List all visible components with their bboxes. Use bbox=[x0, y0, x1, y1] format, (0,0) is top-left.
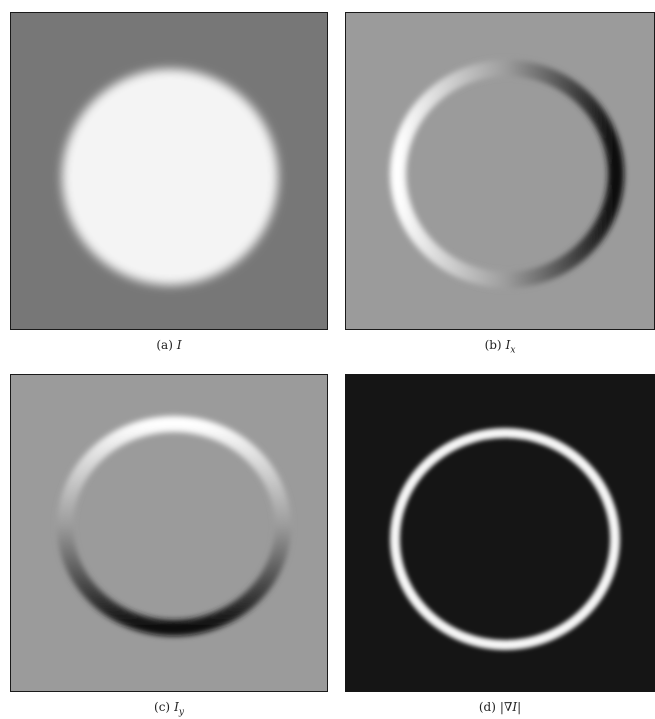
panel-b-symbol: I bbox=[505, 338, 511, 352]
panel-c-tag: (c) bbox=[154, 700, 171, 714]
panel-a-symbol: I bbox=[176, 338, 182, 352]
panel-c-frame bbox=[10, 374, 328, 692]
panel-d-magnitude-ring bbox=[390, 428, 620, 650]
panel-b-edge-ring bbox=[390, 60, 624, 288]
panel-d-svg bbox=[345, 374, 655, 692]
panel-d-image bbox=[345, 374, 655, 692]
panel-a-disc bbox=[62, 69, 278, 285]
panel-c-svg bbox=[10, 374, 328, 692]
panel-d-tag: (d) bbox=[478, 700, 496, 714]
panel-b-tag: (b) bbox=[484, 338, 502, 352]
panel-c-symbol: I bbox=[174, 700, 179, 714]
panel-a-caption: (a) I bbox=[10, 338, 328, 352]
panel-a-svg bbox=[10, 12, 328, 330]
panel-b-svg bbox=[345, 12, 655, 330]
panel-c-subscript: y bbox=[178, 707, 184, 718]
panel-c-image bbox=[10, 374, 328, 692]
panel-d-caption: (d) |∇I| bbox=[345, 700, 655, 714]
panel-b-subscript: x bbox=[510, 345, 516, 356]
panel-b-frame bbox=[345, 12, 655, 330]
panel-a-image bbox=[10, 12, 328, 330]
panel-c-edge-ring bbox=[57, 416, 291, 636]
panel-a-frame bbox=[10, 12, 328, 330]
panel-b-caption: (b) Ix bbox=[345, 338, 655, 355]
panel-d-symbol: |∇I| bbox=[499, 700, 522, 714]
panel-a-tag: (a) bbox=[156, 338, 173, 352]
panel-b-image bbox=[345, 12, 655, 330]
panel-c-caption: (c) Iy bbox=[10, 700, 328, 717]
